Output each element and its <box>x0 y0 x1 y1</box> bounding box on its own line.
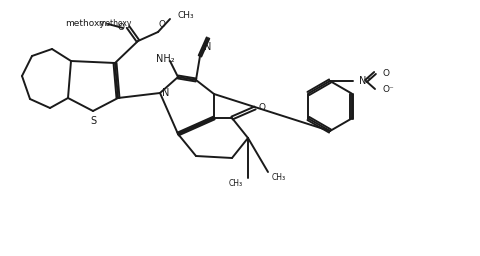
Text: O⁻: O⁻ <box>382 84 394 93</box>
Text: methoxy: methoxy <box>65 18 105 27</box>
Text: N: N <box>204 42 211 52</box>
Text: methoxy: methoxy <box>98 18 132 27</box>
Text: NH₂: NH₂ <box>156 54 174 64</box>
Text: O: O <box>258 103 265 112</box>
Text: S: S <box>90 116 96 126</box>
Text: O: O <box>382 69 389 78</box>
Text: CH₃: CH₃ <box>271 174 286 183</box>
Text: CH₃: CH₃ <box>178 12 194 20</box>
Text: O: O <box>159 20 166 29</box>
Text: CH₃: CH₃ <box>228 179 242 188</box>
Text: N⁺: N⁺ <box>358 76 371 86</box>
Text: N: N <box>162 88 169 98</box>
Text: O: O <box>118 23 125 31</box>
